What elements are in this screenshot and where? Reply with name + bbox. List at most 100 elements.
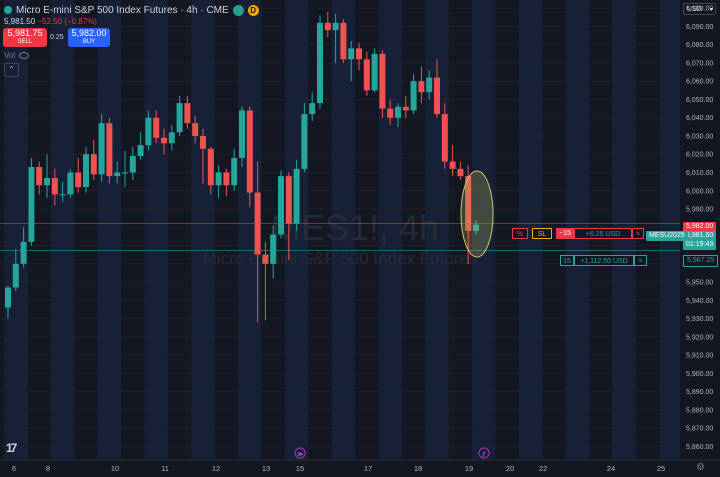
earnings-icon[interactable] xyxy=(478,447,490,459)
session-icon xyxy=(232,4,244,16)
close-icon[interactable]: × xyxy=(632,228,644,239)
candle-body xyxy=(83,154,89,188)
position-price-label: 5,967.25 xyxy=(683,255,719,267)
candle-body xyxy=(114,172,121,177)
candle-body xyxy=(402,106,409,111)
symbol-title[interactable]: Micro E-mini S&P 500 Index Futures · 4h … xyxy=(16,4,229,16)
candle-body xyxy=(246,110,253,193)
y-tick-label: 5,910.00 xyxy=(686,353,713,360)
buy-button[interactable]: 5,982.00 BUY xyxy=(68,28,110,47)
order-qty: −15 xyxy=(556,228,574,239)
x-tick-label: 12 xyxy=(212,464,220,473)
candle-body xyxy=(75,172,82,188)
y-tick-label: 6,090.00 xyxy=(686,24,713,31)
position-line[interactable]: 15 +1,112.50 USD × xyxy=(560,255,647,266)
candle-body xyxy=(278,176,284,235)
x-tick-label: 8 xyxy=(46,464,50,473)
y-tick-label: 5,920.00 xyxy=(686,334,713,341)
ask-price-label: 5,982.00 xyxy=(683,222,717,232)
y-tick-label: 6,060.00 xyxy=(686,79,713,86)
candle-body xyxy=(67,172,74,195)
x-tick-label: 24 xyxy=(607,464,615,473)
currency-selector[interactable]: USD ▾ xyxy=(683,3,716,15)
candle-body xyxy=(395,106,401,118)
y-tick-label: 6,100.00 xyxy=(686,6,713,13)
dividends-icon[interactable] xyxy=(294,447,306,459)
y-tick-label: 5,890.00 xyxy=(686,389,713,396)
x-tick-label: 19 xyxy=(465,464,473,473)
collapse-button[interactable]: ⌃ xyxy=(4,63,19,77)
tradingview-logo[interactable]: 17 xyxy=(6,441,17,455)
candle-body xyxy=(317,22,323,104)
candle-body xyxy=(379,53,386,109)
sell-label: SELL xyxy=(17,39,33,45)
currency-label: USD xyxy=(687,6,702,13)
candle-body xyxy=(434,77,440,115)
candle-body xyxy=(176,103,183,133)
x-tick-label: 17 xyxy=(364,464,372,473)
candle-body xyxy=(145,117,152,146)
x-tick-label: 6 xyxy=(12,464,16,473)
session-band xyxy=(144,0,168,460)
order-side[interactable]: % xyxy=(512,228,528,239)
order-line[interactable]: % SL −15 +6.25 USD × xyxy=(512,228,644,239)
candle-body xyxy=(106,123,113,177)
highlight-ellipse xyxy=(460,170,494,258)
x-tick-label: 10 xyxy=(111,464,119,473)
candle-body xyxy=(44,177,50,186)
candle-body xyxy=(215,172,222,186)
candle-body xyxy=(441,114,448,162)
delayed-badge: D xyxy=(247,4,259,16)
close-icon[interactable]: × xyxy=(634,255,647,266)
candle-body xyxy=(98,123,105,175)
sell-button[interactable]: 5,981.75 SELL xyxy=(3,28,47,47)
x-tick-label: 11 xyxy=(161,464,169,473)
y-tick-label: 6,030.00 xyxy=(686,133,713,140)
change-value: −52.50 (−0.87%) xyxy=(37,17,97,26)
stop-loss-button[interactable]: SL xyxy=(532,228,552,239)
candle-body xyxy=(293,168,300,224)
volume-indicator[interactable]: Vol xyxy=(4,51,30,60)
watermark-name: Micro E-mini S&P 500 Index Futures xyxy=(203,249,478,268)
session-band xyxy=(50,0,75,460)
candle-body xyxy=(332,22,339,31)
candle-body xyxy=(473,224,479,231)
x-tick-label: 22 xyxy=(539,464,547,473)
candle-body xyxy=(309,103,316,115)
x-tick-label: 15 xyxy=(296,464,304,473)
candle-body xyxy=(387,108,394,118)
session-band xyxy=(659,0,683,460)
y-tick-label: 5,880.00 xyxy=(686,407,713,414)
candle-body xyxy=(223,172,230,186)
eye-icon[interactable] xyxy=(19,52,30,59)
y-tick-label: 6,040.00 xyxy=(686,115,713,122)
candle-body xyxy=(254,192,261,255)
candle-body xyxy=(410,81,417,111)
sell-price: 5,981.75 xyxy=(7,28,43,38)
candle-body xyxy=(356,48,362,60)
candle-body xyxy=(153,117,160,138)
y-tick-label: 5,990.00 xyxy=(686,207,713,214)
candle-body xyxy=(184,103,191,124)
gear-icon[interactable]: ⚙ xyxy=(696,462,705,473)
candle-body xyxy=(161,137,167,144)
candle-body xyxy=(457,168,464,177)
y-tick-label: 6,020.00 xyxy=(686,152,713,159)
y-tick-label: 5,860.00 xyxy=(686,444,713,451)
session-band xyxy=(191,0,215,460)
order-pnl: +6.25 USD xyxy=(574,228,632,239)
candle-body xyxy=(418,81,425,93)
symbol-header[interactable]: Micro E-mini S&P 500 Index Futures · 4h … xyxy=(4,3,259,17)
candle-body xyxy=(449,161,456,169)
buy-price: 5,982.00 xyxy=(71,28,107,38)
y-tick-label: 6,080.00 xyxy=(686,42,713,49)
candle-body xyxy=(340,22,347,60)
candle-body xyxy=(200,135,206,149)
dividends-icon-glyph: ≫ xyxy=(297,452,303,458)
session-band xyxy=(472,0,496,460)
candle-body xyxy=(270,234,277,264)
y-tick-label: 5,900.00 xyxy=(686,371,713,378)
y-tick-label: 6,070.00 xyxy=(686,60,713,67)
last-price-label: 5,981.50 xyxy=(683,231,717,241)
volume-label: Vol xyxy=(4,51,16,60)
